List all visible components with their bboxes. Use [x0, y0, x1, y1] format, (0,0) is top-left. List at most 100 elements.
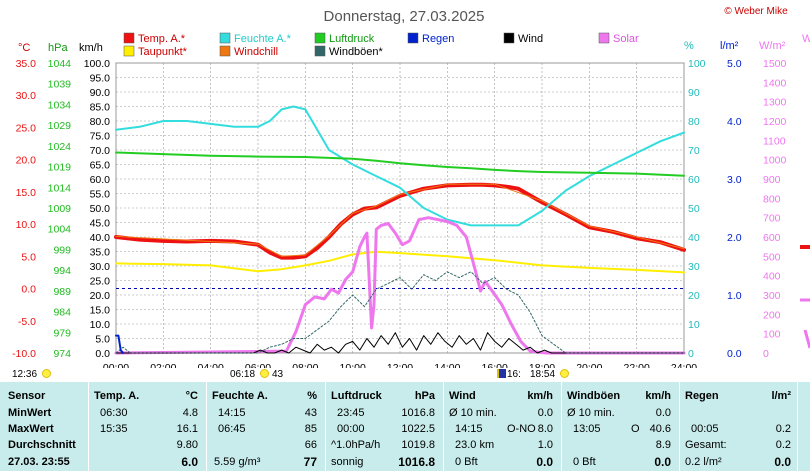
tick-wind-20-0: 20.0 [90, 290, 111, 302]
tick-wind-75-0: 75.0 [90, 131, 111, 143]
gust-r2-label: 13:05 [573, 423, 601, 435]
tick-wind-0-0: 0.0 [95, 348, 110, 360]
unit-press: hPa [48, 42, 68, 54]
tick-temp-35-0: 35.0 [16, 58, 37, 70]
temp-avg: 9.80 [176, 439, 198, 451]
tick-press-984: 984 [53, 307, 71, 319]
tick-press-1044: 1044 [48, 58, 72, 70]
legend-label-luftdruck: Luftdruck [329, 33, 375, 45]
tick-press-979: 979 [53, 327, 71, 339]
row-label-now: 27.03. 23:55 [8, 456, 70, 468]
tick-hum-50: 50 [688, 203, 700, 215]
tick-x-12-00: 12:00 [387, 362, 413, 368]
tick-x-00-00: 00:00 [103, 362, 129, 368]
tick-solar-400: 400 [763, 271, 781, 283]
row-label-max: MaxWert [8, 423, 54, 435]
series-wind [115, 332, 685, 354]
temp-max-time: 15:35 [100, 423, 128, 435]
col-temp: Temp. A. °C 06:30 4.8 15:35 16.1 9.80 6.0 [88, 382, 206, 471]
tick-x-08-00: 08:00 [292, 362, 318, 368]
tick-wind-80-0: 80.0 [90, 116, 111, 128]
credit: © Weber Mike [724, 6, 788, 17]
tick-rain-1-0: 1.0 [727, 290, 742, 302]
tick-wind-100-0: 100.0 [84, 58, 110, 70]
tick-wind-25-0: 25.0 [90, 276, 111, 288]
tick-solar-800: 800 [763, 193, 781, 205]
tick-solar-1400: 1400 [763, 77, 787, 89]
tick-press-1009: 1009 [48, 203, 72, 215]
legend-label-wind: Wind [518, 33, 543, 45]
temp-min-time: 06:30 [100, 407, 128, 419]
press-now: 1016.8 [398, 455, 435, 469]
tick-wind-65-0: 65.0 [90, 160, 111, 172]
rain-r2-label: 00:05 [691, 423, 719, 435]
wind-r2-dir: O-NO [507, 423, 536, 435]
tick-x-02-00: 02:00 [150, 362, 176, 368]
tick-hum-100: 100 [688, 58, 706, 70]
rain-unit: l/m² [771, 390, 791, 402]
sunrise-azimuth: 43 [272, 369, 284, 380]
tick-press-999: 999 [53, 244, 71, 256]
legend-label-temp-a: Temp. A.* [138, 33, 186, 45]
series-taupunkt [115, 250, 685, 274]
tick-wind-60-0: 60.0 [90, 174, 111, 186]
summary-table: Sensor MinWert MaxWert Durchschnitt 27.0… [0, 382, 810, 471]
tick-hum-90: 90 [688, 87, 700, 99]
tick-hum-40: 40 [688, 232, 700, 244]
unit-rain: l/m² [720, 40, 739, 52]
press-max: 1022.5 [401, 423, 435, 435]
press-max-time: 00:00 [337, 423, 365, 435]
series-luftdruck [115, 151, 685, 177]
tick-rain-3-0: 3.0 [727, 174, 742, 186]
sunrise-dot [258, 369, 271, 380]
tick-temp-5-0: 5.0 [21, 251, 36, 263]
gust-bft: 0 Bft [573, 456, 596, 468]
tick-wind-85-0: 85.0 [90, 102, 111, 114]
tick-wind-15-0: 15.0 [90, 305, 111, 317]
tick-press-1019: 1019 [48, 162, 72, 174]
tick-temp-10-0: 10.0 [16, 219, 37, 231]
press-state: sonnig [331, 456, 364, 468]
legend-swatch-feuchte-a [219, 32, 231, 44]
rain-now: 0.0 [774, 455, 791, 469]
hum-min-time: 14:15 [218, 407, 246, 419]
tick-press-1039: 1039 [48, 79, 72, 91]
hum-now: 77 [303, 455, 317, 469]
legend-label-windb-en: Windböen* [329, 46, 384, 58]
tick-wind-70-0: 70.0 [90, 145, 111, 157]
tick-x-10-00: 10:00 [340, 362, 366, 368]
wind-now: 0.0 [536, 455, 553, 469]
tick-hum-0: 0 [688, 348, 694, 360]
temp-now: 6.0 [181, 455, 198, 469]
tick-solar-1100: 1100 [763, 135, 786, 147]
tick-rain-2-0: 2.0 [727, 232, 742, 244]
wind-unit: km/h [527, 390, 553, 402]
legend-swatch-windb-en [314, 45, 326, 57]
tick-hum-30: 30 [688, 261, 700, 273]
hum-max: 85 [304, 423, 317, 435]
unit-hum: % [684, 40, 694, 52]
series-regen [115, 334, 125, 354]
press-min-time: 23:45 [337, 407, 365, 419]
tick-x-20-00: 20:00 [576, 362, 602, 368]
tick-solar-900: 900 [763, 174, 781, 186]
series-temp-a [114, 182, 686, 260]
series-windb-en [115, 271, 685, 354]
rain-r4-label: 0.2 l/m² [685, 456, 722, 468]
tick-wind-5-0: 5.0 [95, 334, 110, 346]
gust-r2-val: 40.6 [649, 423, 671, 435]
gust-unit: km/h [645, 390, 671, 402]
tick-rain-4-0: 4.0 [727, 116, 742, 128]
legend-swatch-luftdruck [314, 32, 326, 44]
tick-solar-1300: 1300 [763, 97, 787, 109]
series-windchill [115, 183, 685, 257]
tick-x-24-00: 24:00 [671, 362, 697, 368]
tick-solar-600: 600 [763, 232, 781, 244]
row-label-avg: Durchschnitt [8, 439, 76, 451]
tick-press-1004: 1004 [48, 224, 72, 236]
tick-wind-35-0: 35.0 [90, 247, 111, 259]
unit-wind: km/h [79, 42, 103, 54]
wind-r1-val: 0.0 [537, 407, 553, 419]
sun-strip: 12:36 06:18 43 16: 18:54 [0, 368, 810, 382]
tick-x-04-00: 04:00 [198, 362, 224, 368]
